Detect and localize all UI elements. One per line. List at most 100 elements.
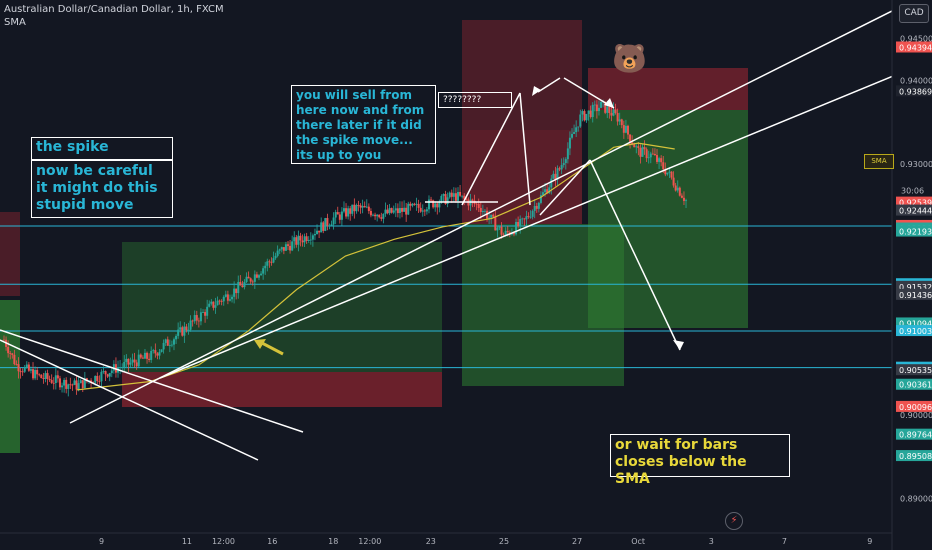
price-label-bg-3: [896, 204, 932, 216]
candle-body-140: [293, 237, 296, 242]
position-zone-1[interactable]: [0, 300, 20, 453]
trend-line-10[interactable]: [563, 77, 615, 109]
candle-body-93: [195, 315, 198, 321]
candle-body-157: [328, 225, 331, 227]
note-careful[interactable]: now be careful it might do this stupid m…: [31, 160, 173, 218]
trend-line-9[interactable]: [537, 77, 561, 93]
candle-body-240: [500, 226, 503, 235]
candle-body-117: [245, 276, 248, 282]
arrow-head-3[interactable]: [254, 339, 266, 349]
price-label-bg-17: [896, 450, 932, 462]
candle-body-95: [199, 312, 202, 322]
candle-body-31: [67, 384, 70, 389]
candle-body-276: [575, 127, 578, 133]
candle-body-234: [488, 217, 491, 219]
candle-body-222: [463, 195, 466, 199]
candle-body-256: [533, 205, 536, 211]
trend-line-3[interactable]: [159, 73, 899, 379]
yellow-arrow-shaft[interactable]: [261, 341, 284, 356]
candle-body-21: [46, 373, 49, 379]
candle-body-83: [175, 335, 178, 340]
candle-body-17: [38, 374, 41, 376]
price-label-bg-0: [896, 41, 932, 53]
symbol-title[interactable]: Australian Dollar/Canadian Dollar, 1h, F…: [4, 4, 224, 15]
candle-body-147: [307, 239, 310, 242]
trend-line-5[interactable]: [461, 92, 521, 206]
candle-body-65: [137, 354, 140, 367]
candle-body-64: [135, 362, 138, 367]
candle-body-215: [448, 192, 451, 198]
trend-line-8[interactable]: [589, 159, 681, 351]
candle-body-199: [415, 203, 418, 205]
candle-body-32: [69, 384, 72, 386]
trend-line-1[interactable]: [0, 329, 304, 433]
candle-body-189: [394, 208, 397, 211]
candle-body-200: [417, 203, 420, 208]
x-tick-label-3: 16: [267, 537, 277, 546]
candle-body-307: [639, 147, 642, 157]
trend-line-6[interactable]: [519, 92, 531, 206]
price-label-bg-11: [896, 325, 932, 337]
candle-body-121: [253, 274, 256, 282]
candle-body-221: [461, 195, 464, 197]
trend-line-0[interactable]: [0, 339, 259, 461]
price-label-bg-16: [896, 428, 932, 440]
candle-body-73: [154, 350, 157, 354]
candle-body-126: [264, 265, 267, 269]
trend-line-7[interactable]: [539, 159, 591, 216]
candle-body-186: [388, 208, 391, 214]
note-question[interactable]: ????????: [438, 92, 512, 108]
note-wait[interactable]: or wait for bars closes below the SMA: [610, 434, 790, 487]
y-tick-label-1: 0.90000: [900, 411, 932, 420]
candle-body-150: [313, 234, 316, 236]
price-label-bg-10: [896, 317, 932, 329]
candle-body-291: [606, 106, 609, 113]
position-zone-2[interactable]: [122, 372, 442, 407]
trend-line-2[interactable]: [69, 7, 899, 424]
position-zone-7[interactable]: [588, 68, 748, 110]
candle-body-24: [52, 382, 55, 384]
lightning-icon[interactable]: ⚡: [725, 512, 743, 530]
candle-body-183: [382, 213, 385, 219]
candle-body-253: [527, 216, 530, 218]
price-label-11: 0.91003: [899, 327, 932, 336]
candle-body-304: [633, 144, 636, 148]
candle-body-219: [456, 191, 459, 201]
candle-body-132: [276, 250, 279, 256]
candle-body-110: [231, 296, 234, 300]
candle-body-100: [210, 301, 213, 304]
candle-body-311: [647, 157, 650, 159]
price-label-bg-2: [896, 196, 932, 208]
candle-body-82: [172, 339, 175, 345]
candle-body-211: [440, 195, 443, 203]
candle-body-273: [568, 137, 571, 149]
candle-body-181: [378, 214, 381, 218]
candle-body-3: [9, 353, 12, 354]
candle-body-9: [21, 371, 24, 373]
arrow-head-0[interactable]: [673, 340, 684, 350]
candle-body-156: [326, 218, 329, 226]
candle-body-45: [96, 375, 99, 382]
indicator-label[interactable]: SMA: [4, 17, 26, 28]
candle-body-309: [643, 147, 646, 150]
position-zone-8[interactable]: [588, 110, 748, 328]
candle-body-136: [284, 244, 287, 251]
note-spike[interactable]: the spike: [31, 137, 173, 160]
note-sell[interactable]: you will sell from here now and from the…: [291, 85, 436, 164]
candle-body-112: [235, 288, 238, 294]
candle-body-267: [556, 168, 559, 180]
currency-badge[interactable]: CAD: [899, 4, 929, 23]
candle-body-237: [494, 216, 497, 231]
arrow-head-1[interactable]: [604, 98, 614, 108]
position-zone-0[interactable]: [0, 212, 20, 296]
candle-body-114: [239, 281, 242, 286]
candle-body-115: [241, 285, 244, 288]
arrow-head-2[interactable]: [532, 86, 541, 96]
x-tick-label-11: 7: [782, 537, 787, 546]
price-label-bg-1: [896, 85, 932, 97]
candle-body-323: [672, 177, 675, 186]
candle-body-241: [502, 234, 505, 236]
candle-body-316: [658, 158, 661, 162]
candle-body-310: [645, 149, 648, 159]
